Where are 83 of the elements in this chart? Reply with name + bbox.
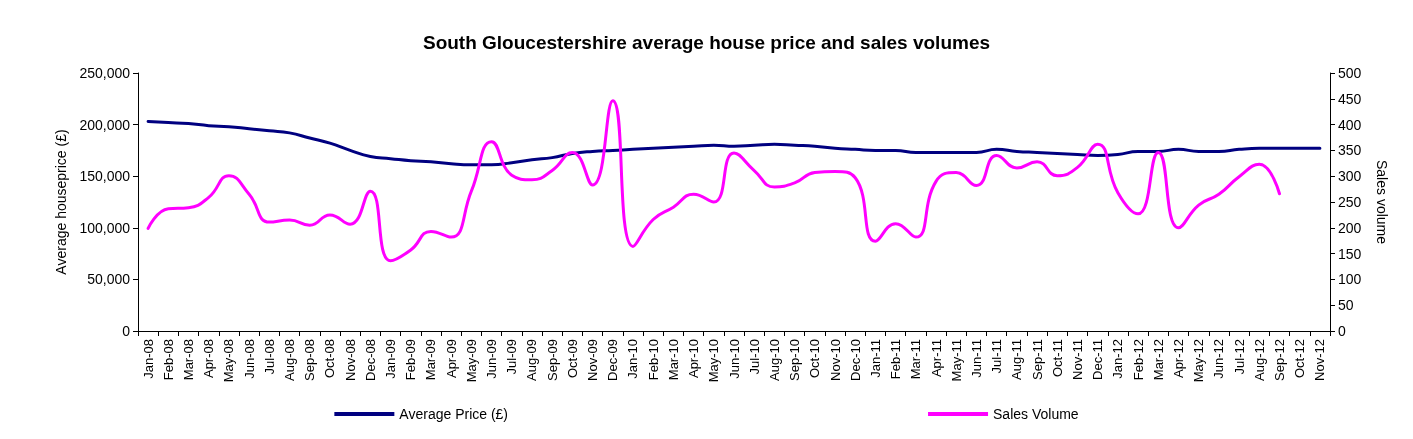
x-tick-label: Sep-10 [787, 339, 803, 381]
y-tick-label: 150,000 [79, 168, 131, 185]
y2-tick-label: 300 [1338, 168, 1362, 185]
y2-tick-label: 400 [1338, 116, 1362, 133]
x-tick-label: Mar-11 [908, 339, 924, 380]
x-tick-label: Jan-10 [625, 339, 641, 379]
x-tick-label: Apr-08 [201, 339, 217, 379]
x-tick-label: Jan-08 [140, 339, 156, 379]
x-tick-label: Feb-10 [645, 339, 661, 381]
x-tick-label: Sep-08 [302, 339, 318, 381]
y-tick-label: 0 [122, 323, 131, 339]
x-tick-label: Dec-10 [847, 339, 863, 381]
x-tick-label: Sep-09 [544, 339, 560, 381]
x-tick-label: Jun-11 [968, 339, 984, 378]
x-tick-label: Nov-08 [342, 339, 358, 381]
x-tick-label: May-09 [463, 339, 479, 383]
legend-label: Sales Volume [993, 406, 1079, 422]
x-tick-label: Nov-12 [1312, 339, 1328, 381]
x-tick-label: Jun-10 [726, 339, 742, 379]
x-tick-label: Dec-08 [362, 339, 378, 381]
x-tick-label: Apr-12 [1170, 339, 1186, 379]
x-tick-label: Dec-09 [605, 339, 621, 381]
y2-tick-label: 250 [1338, 194, 1362, 210]
x-tick-label: Dec-11 [1090, 339, 1106, 380]
x-tick-label: Jul-10 [746, 339, 762, 375]
y-tick-label: 100,000 [79, 219, 131, 236]
y-tick-label: 50,000 [87, 271, 131, 288]
y2-tick-label: 50 [1338, 297, 1354, 314]
x-tick-label: Feb-12 [1130, 339, 1146, 381]
x-tick-label: Jul-12 [1231, 339, 1247, 375]
chart-title: South Gloucestershire average house price and sales volumes [422, 32, 991, 53]
x-tick-label: Jun-09 [484, 339, 500, 379]
y2-tick-label: 100 [1338, 271, 1362, 288]
x-tick-label: Jul-09 [504, 339, 520, 375]
x-tick-label: Aug-10 [766, 339, 782, 381]
x-tick-label: Aug-09 [524, 339, 540, 381]
x-tick-label: Apr-09 [443, 339, 459, 379]
x-tick-label: Jun-12 [1211, 339, 1227, 379]
x-tick-label: Apr-10 [686, 339, 702, 379]
x-tick-label: Aug-08 [282, 339, 298, 381]
x-tick-label: Jun-08 [241, 339, 257, 379]
x-tick-label: Feb-09 [403, 339, 419, 381]
legend-label: Average Price (£) [399, 406, 509, 422]
y2-tick-label: 450 [1338, 90, 1362, 107]
y-tick-label: 250,000 [79, 65, 131, 81]
x-tick-label: Aug-11 [1009, 339, 1025, 380]
x-tick-label: Sep-12 [1271, 339, 1287, 381]
y2-tick-label: 0 [1338, 323, 1346, 339]
x-tick-label: Nov-09 [585, 339, 601, 381]
x-tick-label: Mar-10 [665, 339, 681, 381]
x-tick-label: Oct-12 [1292, 339, 1308, 379]
x-tick-label: Nov-10 [827, 339, 843, 381]
y-axis-title: Average houseprice (£) [53, 129, 69, 275]
y2-tick-label: 200 [1338, 219, 1362, 236]
x-tick-label: Oct-08 [322, 339, 338, 379]
x-tick-label: Jul-08 [261, 339, 277, 375]
x-tick-label: Nov-11 [1069, 339, 1085, 380]
x-tick-label: May-11 [948, 339, 964, 382]
x-tick-label: May-08 [221, 339, 237, 383]
x-tick-label: Mar-12 [1150, 339, 1166, 381]
x-tick-label: Oct-11 [1049, 339, 1065, 378]
x-tick-label: Feb-11 [888, 339, 904, 380]
y2-tick-label: 150 [1338, 245, 1362, 262]
x-tick-label: Jan-09 [383, 339, 399, 379]
x-tick-label: Mar-08 [181, 339, 197, 381]
x-tick-label: Apr-11 [928, 339, 944, 378]
x-tick-label: Oct-09 [564, 339, 580, 379]
x-tick-label: Aug-12 [1251, 339, 1267, 381]
y2-axis-title: Sales volume [1374, 159, 1390, 245]
x-tick-label: Jul-11 [989, 339, 1005, 374]
line-series [146, 99, 1281, 263]
x-tick-label: Jan-11 [867, 339, 883, 378]
x-tick-label: May-10 [706, 339, 722, 383]
x-tick-label: Jan-12 [1110, 339, 1126, 379]
line-series [146, 120, 1322, 167]
y-tick-label: 200,000 [79, 116, 131, 133]
x-tick-label: Oct-10 [807, 339, 823, 379]
y2-tick-label: 500 [1338, 65, 1362, 81]
y2-tick-label: 350 [1338, 142, 1362, 159]
x-tick-label: Sep-11 [1029, 339, 1045, 380]
x-tick-label: Mar-09 [423, 339, 439, 381]
x-tick-label: Feb-08 [160, 339, 176, 381]
x-tick-label: May-12 [1191, 339, 1207, 383]
